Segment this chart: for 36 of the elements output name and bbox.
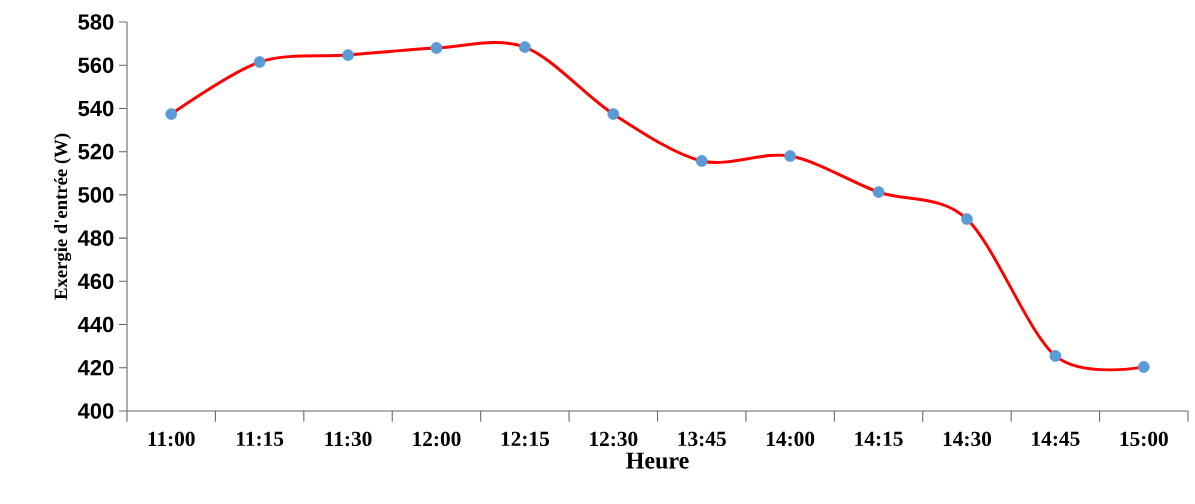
point	[961, 213, 973, 225]
point	[430, 42, 443, 54]
point	[784, 150, 796, 162]
x-tick-label: 14:15	[855, 431, 903, 447]
x-tick-label: 11:30	[325, 431, 372, 447]
x-tick-label: 14:45	[1032, 431, 1080, 447]
y-tick-label: 540	[78, 100, 114, 117]
point	[342, 49, 354, 61]
x-tick-label: 13:45	[678, 431, 726, 447]
point	[253, 56, 266, 68]
x-tick-label: 14:00	[766, 431, 815, 447]
x-tick-label: 15:00	[1120, 431, 1168, 447]
y-tick-label: 500	[78, 187, 114, 203]
x-axis-title: Heure	[626, 452, 689, 469]
y-tick-label: 580	[78, 14, 114, 30]
point	[165, 108, 178, 120]
point	[1137, 361, 1150, 373]
point	[607, 108, 620, 120]
x-tick-label: 12:00	[413, 431, 461, 447]
y-tick-label: 560	[78, 57, 114, 73]
y-tick-label: 440	[77, 316, 114, 333]
point	[872, 186, 885, 198]
x-tick-label: 11:00	[148, 431, 195, 447]
y-axis-title: Exergie d'entrée (W)	[54, 133, 72, 300]
x-tick-label: 11:15	[237, 431, 284, 447]
y-tick-label: 460	[77, 273, 114, 290]
y-tick-label: 480	[77, 230, 114, 246]
y-tick-label: 520	[78, 143, 114, 160]
point	[519, 41, 531, 53]
y-tick-label: 420	[77, 359, 114, 376]
x-tick-label: 14:30	[943, 431, 992, 447]
point	[1049, 350, 1062, 362]
x-tick-label: 12:30	[590, 431, 638, 447]
point	[695, 155, 708, 167]
y-tick-label: 400	[77, 403, 114, 419]
x-tick-label: 12:15	[501, 431, 549, 447]
